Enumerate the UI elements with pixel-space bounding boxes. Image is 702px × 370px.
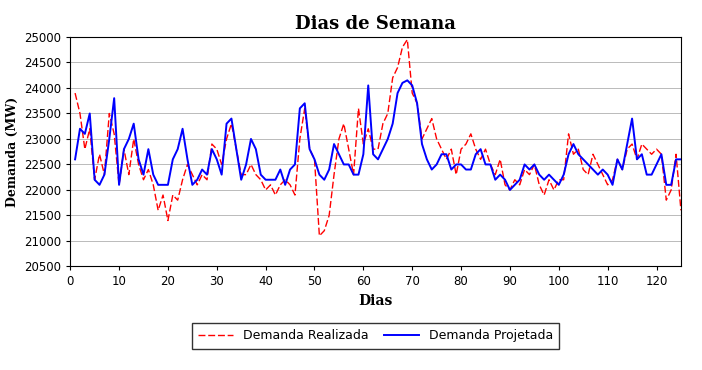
Demanda Projetada [677,157,685,162]
Title: Dias de Semana: Dias de Semana [295,15,456,33]
Line: Demanda Realizada: Demanda Realizada [75,40,681,236]
Demanda Projetada [213,157,221,162]
Demanda Projetada [452,162,461,166]
Demanda Realizada [604,183,612,187]
Demanda Projetada [227,116,236,121]
Demanda Realizada [589,152,597,157]
X-axis label: Dias: Dias [359,294,392,308]
Demanda Realizada [315,233,324,238]
Demanda Realizada [213,147,221,151]
Demanda Projetada [589,167,597,172]
Legend: Demanda Realizada, Demanda Projetada: Demanda Realizada, Demanda Projetada [192,323,559,349]
Demanda Realizada [403,37,411,42]
Demanda Realizada [677,208,685,212]
Demanda Projetada [71,157,79,162]
Demanda Projetada [505,188,514,192]
Demanda Projetada [403,78,411,83]
Demanda Realizada [647,152,656,157]
Demanda Projetada [647,172,656,177]
Demanda Realizada [71,91,79,95]
Demanda Realizada [227,121,236,126]
Demanda Realizada [457,147,465,151]
Line: Demanda Projetada: Demanda Projetada [75,80,681,190]
Y-axis label: Demanda (MW): Demanda (MW) [6,97,18,207]
Demanda Projetada [604,172,612,177]
